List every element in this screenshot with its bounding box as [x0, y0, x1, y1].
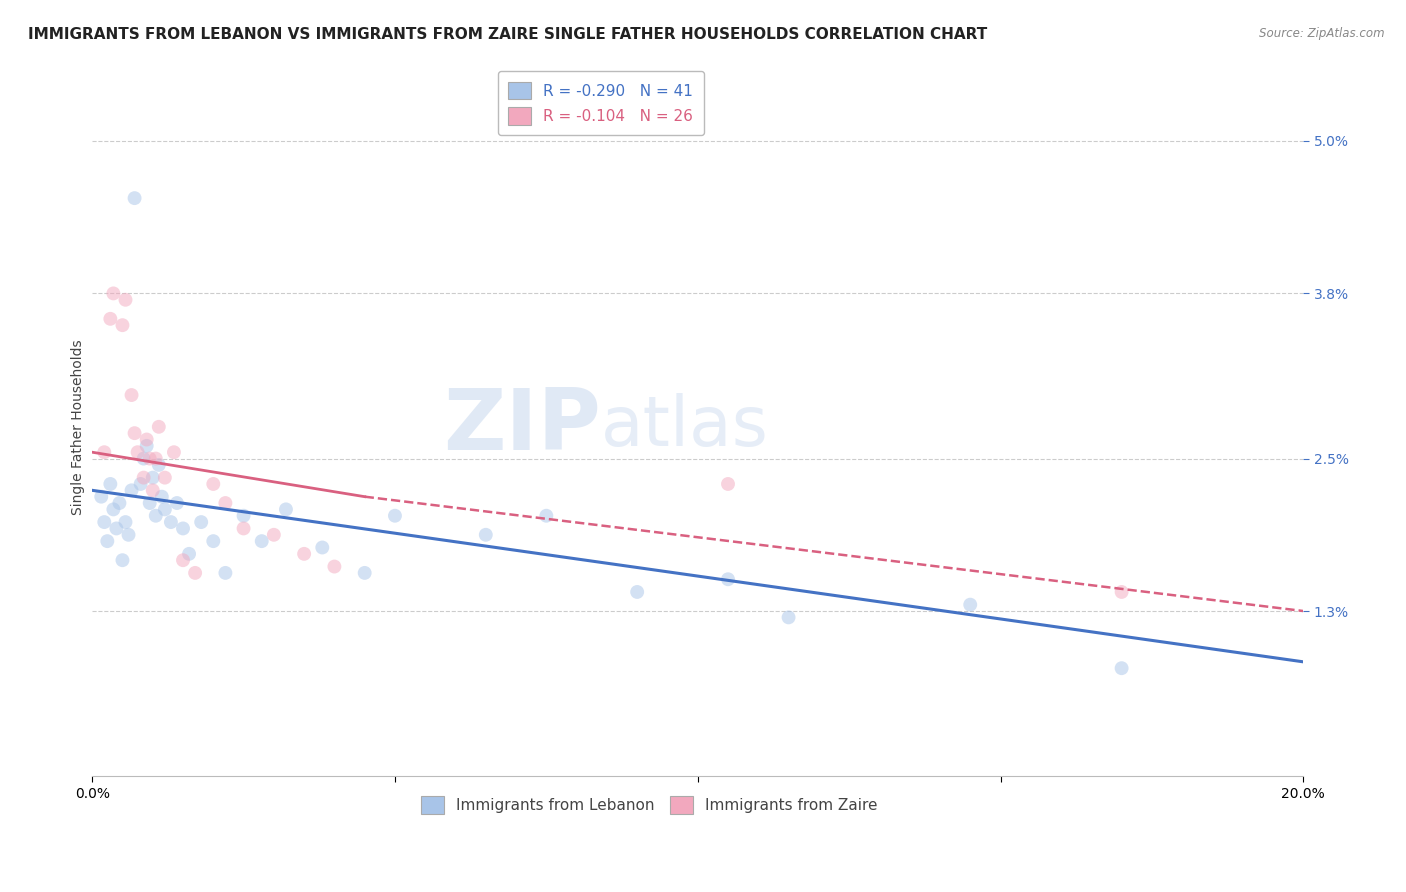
Point [274, 502, 297, 516]
Point [202, 477, 225, 491]
Point [124, 426, 146, 441]
Point [124, 191, 146, 205]
Point [117, 528, 139, 542]
Point [202, 534, 225, 549]
Point [114, 293, 136, 307]
Point [353, 566, 375, 580]
Text: atlas: atlas [600, 393, 769, 460]
Point [93, 445, 115, 459]
Point [232, 508, 254, 523]
Point [145, 451, 167, 466]
Point [105, 521, 128, 535]
Text: ZIP: ZIP [443, 385, 600, 468]
Point [111, 318, 134, 333]
Point [177, 547, 200, 561]
Point [132, 470, 155, 484]
Point [153, 502, 176, 516]
Point [96, 534, 118, 549]
Point [129, 477, 152, 491]
Point [108, 496, 131, 510]
Point [184, 566, 207, 580]
Point [232, 521, 254, 535]
Point [323, 559, 346, 574]
Point [135, 433, 157, 447]
Text: Source: ZipAtlas.com: Source: ZipAtlas.com [1260, 27, 1385, 40]
Point [172, 553, 194, 567]
Point [114, 515, 136, 529]
Point [145, 508, 167, 523]
Point [135, 439, 157, 453]
Point [384, 508, 406, 523]
Point [263, 528, 285, 542]
Point [153, 470, 176, 484]
Point [1111, 585, 1133, 599]
Point [166, 496, 188, 510]
Point [536, 508, 558, 523]
Point [292, 547, 315, 561]
Point [475, 528, 498, 542]
Legend: Immigrants from Lebanon, Immigrants from Zaire: Immigrants from Lebanon, Immigrants from… [411, 785, 889, 824]
Point [148, 419, 170, 434]
Point [121, 483, 143, 498]
Point [132, 451, 155, 466]
Point [717, 477, 740, 491]
Point [1111, 661, 1133, 675]
Point [148, 458, 170, 472]
Point [142, 470, 165, 484]
Point [127, 445, 149, 459]
Point [98, 477, 121, 491]
Point [311, 541, 333, 555]
Y-axis label: Single Father Households: Single Father Households [72, 339, 86, 515]
Point [90, 490, 112, 504]
Point [121, 388, 143, 402]
Point [959, 598, 981, 612]
Point [163, 445, 186, 459]
Point [172, 521, 194, 535]
Point [150, 490, 173, 504]
Point [190, 515, 212, 529]
Text: IMMIGRANTS FROM LEBANON VS IMMIGRANTS FROM ZAIRE SINGLE FATHER HOUSEHOLDS CORREL: IMMIGRANTS FROM LEBANON VS IMMIGRANTS FR… [28, 27, 987, 42]
Point [111, 553, 134, 567]
Point [214, 566, 236, 580]
Point [103, 286, 125, 301]
Point [626, 585, 648, 599]
Point [717, 572, 740, 586]
Point [778, 610, 800, 624]
Point [138, 451, 160, 466]
Point [214, 496, 236, 510]
Point [103, 502, 125, 516]
Point [98, 311, 121, 326]
Point [93, 515, 115, 529]
Point [142, 483, 165, 498]
Point [250, 534, 273, 549]
Point [160, 515, 183, 529]
Point [138, 496, 160, 510]
